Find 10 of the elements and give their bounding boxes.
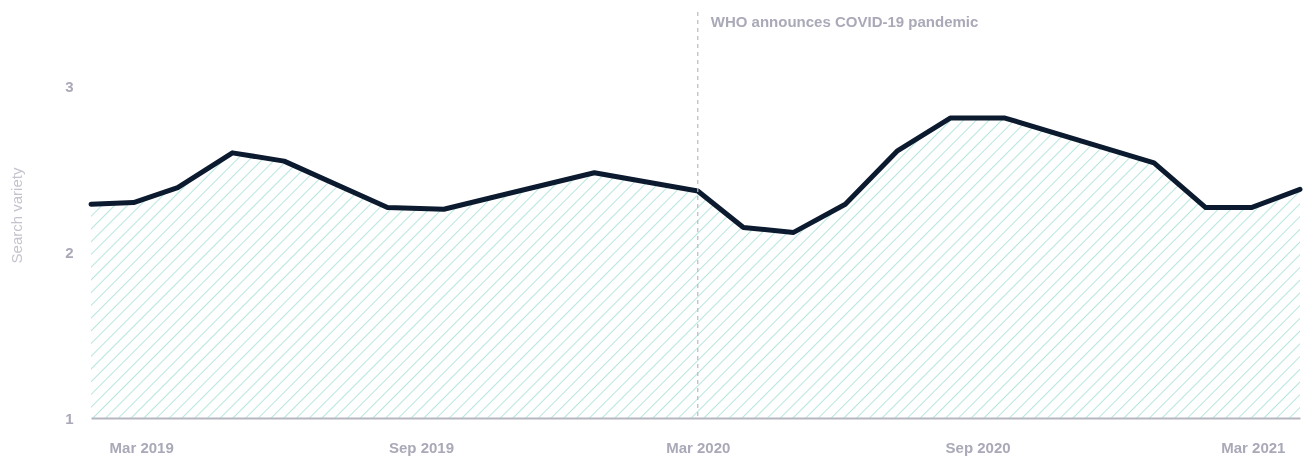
- x-tick-label: Sep 2020: [945, 438, 1011, 456]
- ref-line-label: WHO announces COVID-19 pandemic: [710, 13, 979, 30]
- x-tick-label: Mar 2019: [109, 438, 174, 456]
- x-tick-label: Sep 2019: [388, 438, 455, 456]
- y-tick-label: 1: [65, 409, 74, 427]
- y-axis-title: Search variety: [8, 167, 26, 264]
- x-tick-label: Mar 2020: [666, 438, 731, 456]
- x-tick-label: Mar 2021: [1221, 438, 1286, 456]
- y-tick-label: 3: [65, 78, 74, 96]
- y-tick-label: 2: [65, 243, 74, 261]
